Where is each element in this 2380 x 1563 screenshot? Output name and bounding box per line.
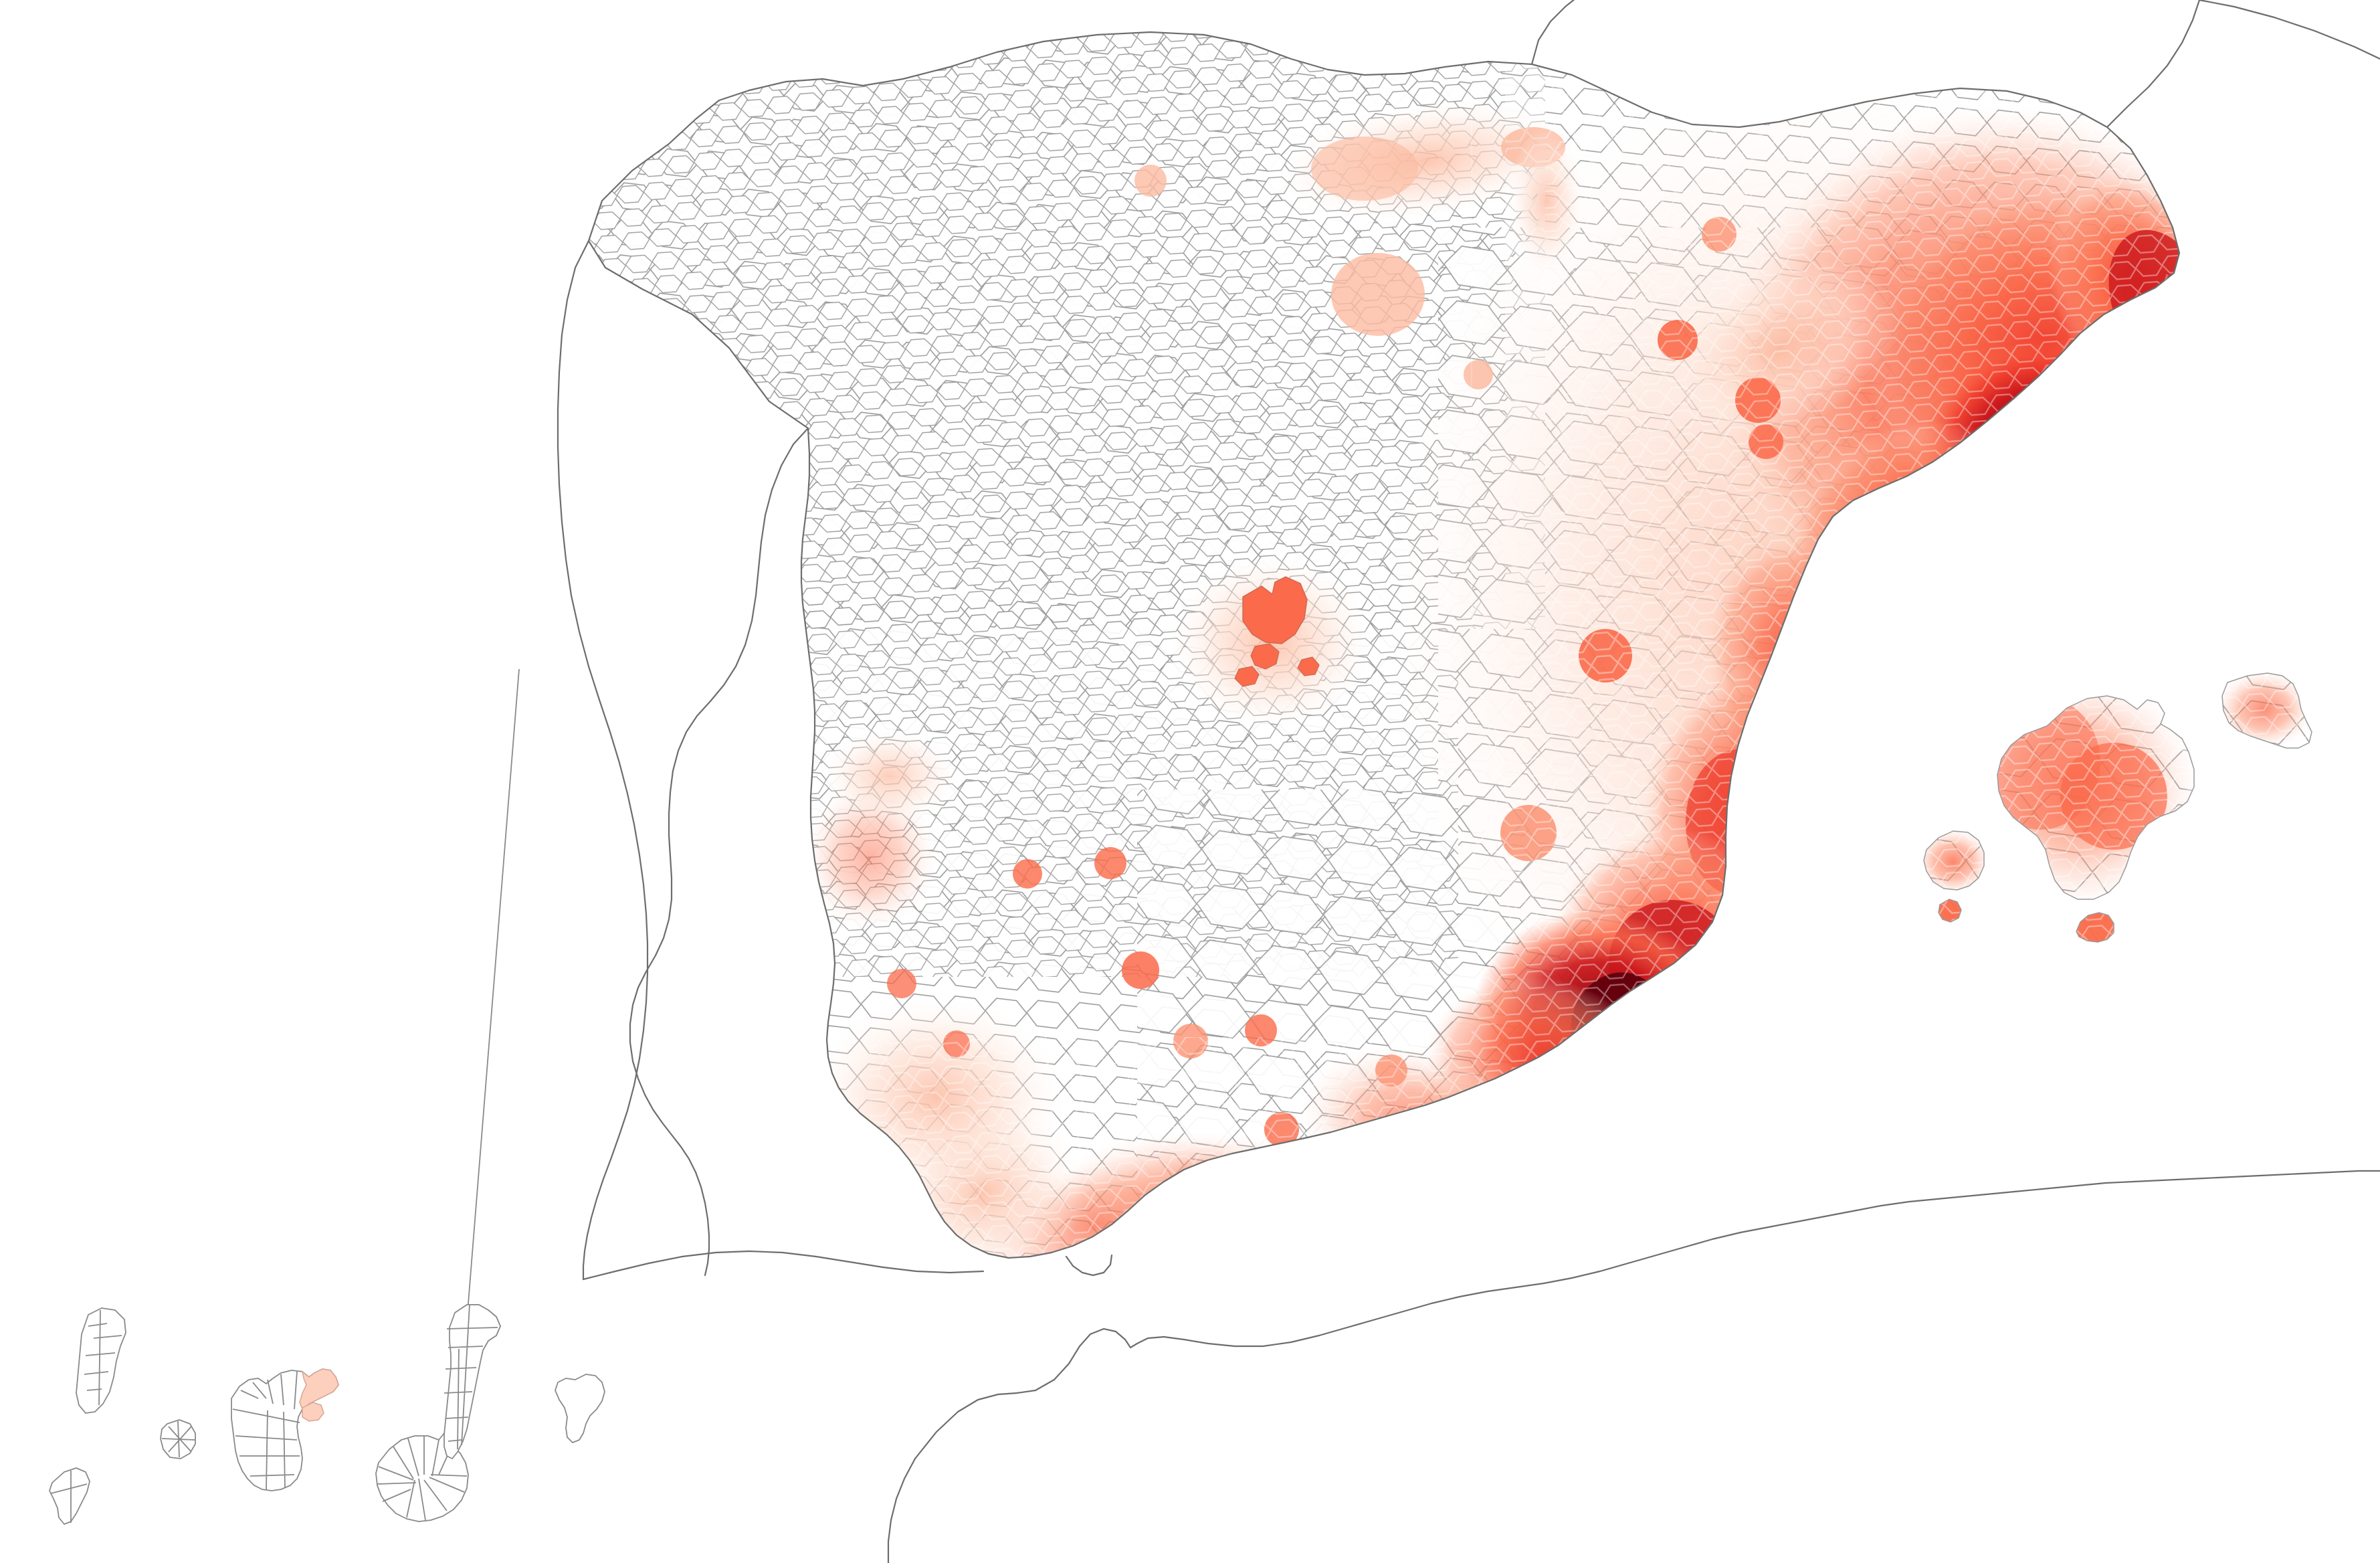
la-gomera-municipal-lines xyxy=(161,1420,196,1458)
spain-coastline xyxy=(587,31,2181,1259)
el-hierro-outline xyxy=(49,1467,90,1525)
cabrera-outline xyxy=(2076,912,2114,943)
la-palma-municipal-lines xyxy=(84,1309,122,1406)
france-border xyxy=(1530,0,1575,66)
portugal-outline xyxy=(557,240,649,1281)
formentera-outline xyxy=(1938,899,1962,923)
north-africa-coastline xyxy=(914,1170,2380,1460)
canary-islands-layer xyxy=(49,668,605,1525)
tenerife-santa-cruz-shaded xyxy=(299,1368,339,1410)
menorca-outline xyxy=(2221,672,2312,749)
ibiza-outline xyxy=(1923,830,1985,891)
mallorca-outline xyxy=(1997,695,2195,900)
region-caceres xyxy=(823,729,957,823)
la-palma-outline xyxy=(76,1307,126,1414)
region-madrid-getafe xyxy=(1250,643,1280,670)
neighbour-countries-layer xyxy=(557,0,2380,1563)
el-hierro-municipal-lines xyxy=(50,1471,88,1523)
region-madrid-city xyxy=(1242,576,1308,644)
portugal-south-coast xyxy=(582,1250,985,1281)
ceuta-gibraltar-strait xyxy=(1065,1254,1113,1277)
region-bilbao xyxy=(1311,136,1418,201)
fuerteventura-municipal-lines xyxy=(443,1304,498,1450)
gran-canaria-municipal-lines xyxy=(377,1436,468,1521)
region-madrid-mostoles xyxy=(1234,666,1260,687)
tenerife-laguna-shaded xyxy=(302,1402,324,1422)
region-madrid-arganda xyxy=(1297,656,1320,676)
region-vitoria xyxy=(1331,253,1425,336)
france-east-edge xyxy=(2198,0,2380,60)
france-pyrenees-coast xyxy=(2106,0,2201,128)
north-africa-inland-edge xyxy=(887,1457,916,1563)
portugal-east-border xyxy=(629,427,809,1277)
lanzarote-outline xyxy=(555,1374,605,1443)
